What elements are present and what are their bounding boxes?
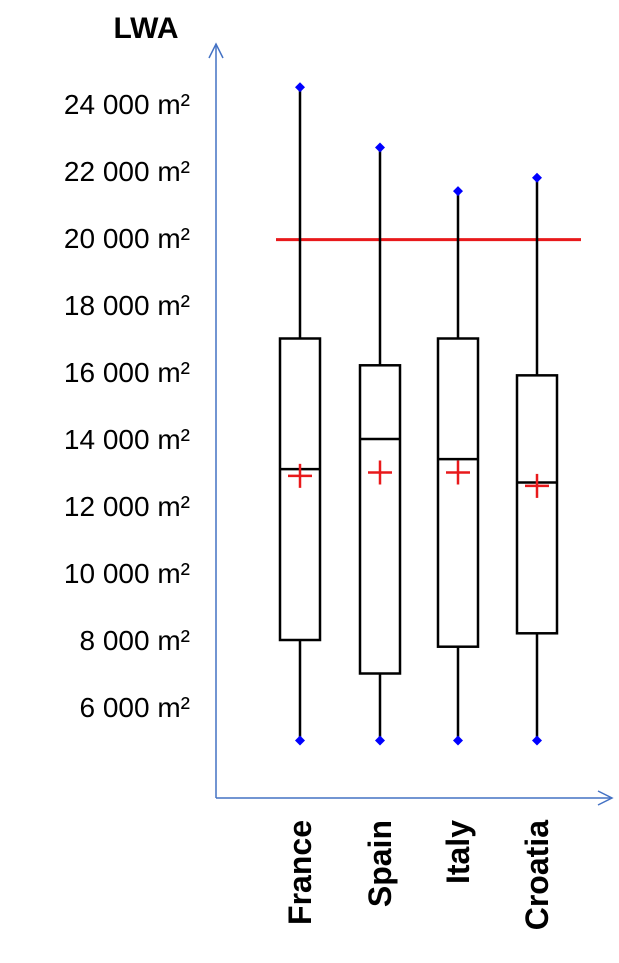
y-tick-label: 8 000 m² [80, 625, 191, 656]
iqr-box [358, 364, 402, 675]
y-tick-label: 20 000 m² [64, 223, 190, 254]
iqr-box [436, 337, 480, 648]
y-tick-labels: 6 000 m² 8 000 m² 10 000 m² 12 000 m² 14 000… [64, 89, 190, 723]
x-category-label: Italy [440, 820, 476, 884]
x-category-labels: France Spain Italy Croatia [282, 820, 555, 930]
max-marker [453, 186, 463, 197]
axes [208, 42, 614, 806]
y-tick-label: 12 000 m² [64, 491, 190, 522]
x-category-label: France [282, 820, 318, 925]
min-marker [295, 735, 305, 746]
y-tick-label: 22 000 m² [64, 156, 190, 187]
y-axis-arrow-icon [208, 42, 224, 59]
y-tick-label: 14 000 m² [64, 424, 190, 455]
y-axis-title: LWA [114, 12, 179, 45]
box-series [278, 82, 559, 746]
x-axis-arrow-icon [597, 790, 614, 806]
max-marker [532, 172, 542, 183]
box-croatia [515, 172, 559, 746]
x-category-label: Spain [362, 820, 398, 907]
box-spain [358, 142, 402, 746]
box-france [278, 82, 322, 746]
y-tick-label: 16 000 m² [64, 357, 190, 388]
y-tick-label: 10 000 m² [64, 558, 190, 589]
max-marker [375, 142, 385, 153]
max-marker [295, 82, 305, 93]
iqr-box [515, 374, 559, 635]
box-italy [436, 186, 480, 746]
min-marker [375, 735, 385, 746]
x-category-label: Croatia [519, 820, 555, 930]
y-tick-label: 6 000 m² [80, 692, 191, 723]
min-marker [453, 735, 463, 746]
y-tick-label: 24 000 m² [64, 89, 190, 120]
y-tick-label: 18 000 m² [64, 290, 190, 321]
iqr-box [278, 337, 322, 642]
min-marker [532, 735, 542, 746]
